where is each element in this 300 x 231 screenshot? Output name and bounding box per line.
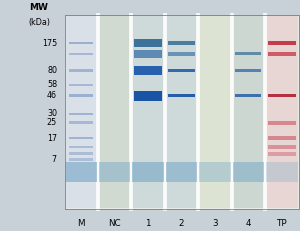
Bar xyxy=(134,39,162,47)
Text: TP: TP xyxy=(277,219,287,228)
Bar xyxy=(69,122,93,124)
Bar xyxy=(134,91,162,100)
Bar xyxy=(235,69,261,72)
Bar xyxy=(168,94,195,97)
Bar xyxy=(69,94,93,97)
Bar xyxy=(64,15,298,209)
Text: 2: 2 xyxy=(179,219,184,228)
Text: 175: 175 xyxy=(42,39,57,48)
Bar xyxy=(266,16,298,208)
Bar xyxy=(168,69,195,72)
Bar xyxy=(268,136,296,140)
Bar xyxy=(69,84,93,86)
Bar xyxy=(69,146,93,148)
Bar xyxy=(268,94,296,97)
Bar xyxy=(268,41,296,45)
Text: M: M xyxy=(77,219,85,228)
Bar xyxy=(232,162,264,182)
Bar xyxy=(266,162,298,182)
Bar xyxy=(268,152,296,156)
Text: MW: MW xyxy=(30,3,48,12)
Bar xyxy=(99,162,130,182)
Text: (kDa): (kDa) xyxy=(28,18,50,27)
Bar xyxy=(132,162,164,182)
Bar xyxy=(268,121,296,125)
Text: 25: 25 xyxy=(47,118,57,127)
Text: NC: NC xyxy=(108,219,121,228)
Bar xyxy=(69,158,93,161)
Bar xyxy=(166,162,197,182)
Bar xyxy=(134,50,162,58)
Bar xyxy=(69,152,93,155)
Bar xyxy=(69,137,93,140)
Bar xyxy=(69,113,93,115)
Bar xyxy=(232,16,264,208)
Text: 4: 4 xyxy=(246,219,251,228)
Text: 80: 80 xyxy=(47,66,57,75)
Bar xyxy=(168,41,195,45)
Bar xyxy=(235,52,261,55)
Bar xyxy=(99,16,130,208)
Bar xyxy=(166,16,197,208)
Bar xyxy=(199,162,231,182)
Bar xyxy=(69,53,93,55)
Bar xyxy=(199,16,231,208)
Bar xyxy=(168,52,195,56)
Text: 17: 17 xyxy=(47,134,57,143)
Text: 46: 46 xyxy=(47,91,57,100)
Text: 7: 7 xyxy=(52,155,57,164)
Text: 1: 1 xyxy=(145,219,151,228)
Text: 58: 58 xyxy=(47,80,57,89)
Bar xyxy=(64,15,298,209)
Bar xyxy=(65,16,97,208)
Bar xyxy=(132,16,164,208)
Bar xyxy=(268,145,296,149)
Text: 30: 30 xyxy=(47,109,57,119)
Text: 3: 3 xyxy=(212,219,218,228)
Bar xyxy=(134,66,162,75)
Bar xyxy=(69,69,93,72)
Bar xyxy=(65,162,97,182)
Bar xyxy=(235,94,261,97)
Bar xyxy=(69,42,93,44)
Bar xyxy=(268,52,296,56)
